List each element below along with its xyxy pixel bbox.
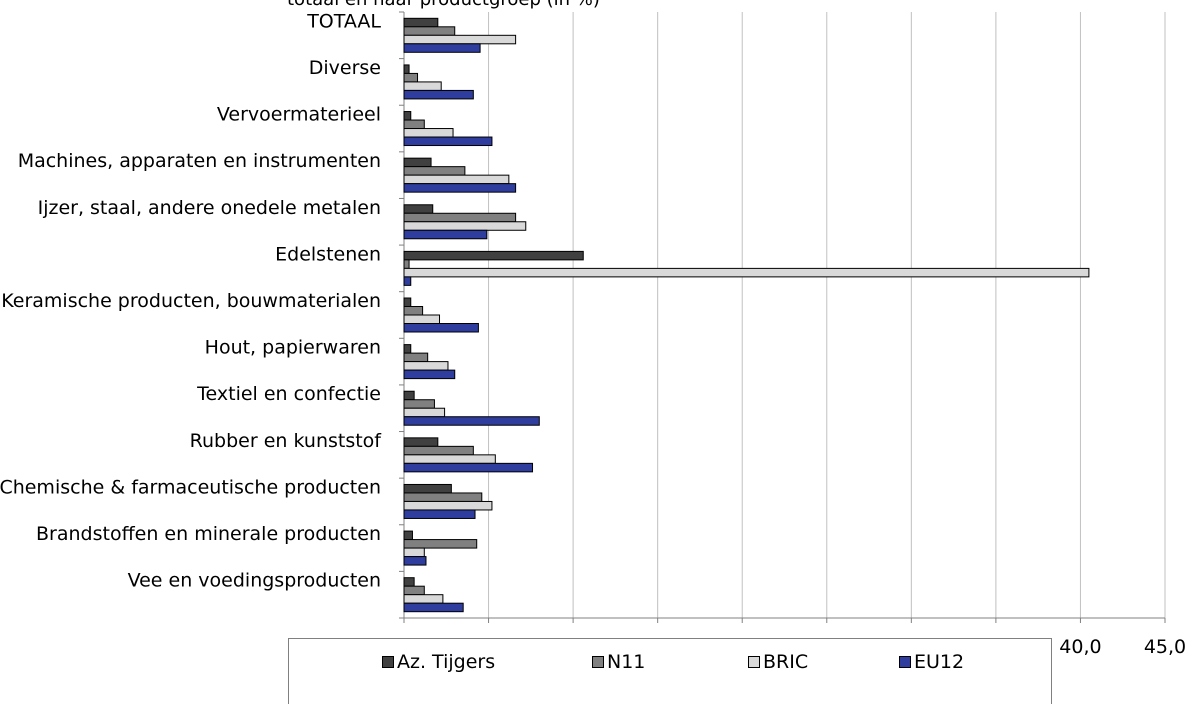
legend-label: Az. Tijgers xyxy=(397,651,496,673)
bar-eu12 xyxy=(403,556,427,566)
legend-swatch xyxy=(748,656,760,668)
bar-bric xyxy=(403,314,441,324)
bar-az-tijgers xyxy=(403,297,412,307)
bar-n11 xyxy=(403,259,410,269)
bar-az-tijgers xyxy=(403,390,415,401)
bar-eu12 xyxy=(403,89,474,100)
bar-bric xyxy=(403,500,493,511)
legend-label: BRIC xyxy=(763,651,809,673)
bar-eu12 xyxy=(403,276,412,286)
category-label: Keramische producten, bouwmaterialen xyxy=(1,290,381,312)
bar-az-tijgers xyxy=(403,64,410,74)
legend-label: N11 xyxy=(607,651,646,673)
category-label: Diverse xyxy=(309,57,381,79)
category-label: TOTAAL xyxy=(306,10,381,32)
x-tick-label: 45,0 xyxy=(1144,636,1186,658)
bar-n11 xyxy=(403,166,466,176)
bar-bric xyxy=(403,34,517,45)
bar-eu12 xyxy=(403,183,517,193)
bar-az-tijgers xyxy=(403,437,439,447)
bar-bric xyxy=(403,361,449,371)
bar-az-tijgers xyxy=(403,250,584,261)
bar-az-tijgers xyxy=(403,204,434,214)
category-label: Textiel en confectie xyxy=(196,383,381,405)
legend-item: BRIC xyxy=(748,651,808,673)
legend-item: N11 xyxy=(592,651,645,673)
category-label: Ijzer, staal, andere onedele metalen xyxy=(38,197,381,219)
bar-bric xyxy=(403,267,1090,278)
category-label: Chemische & farmaceutische producten xyxy=(0,476,381,498)
category-label: Vee en voedingsproducten xyxy=(128,570,381,592)
bar-n11 xyxy=(403,26,456,36)
bar-n11 xyxy=(403,492,483,502)
bar-az-tijgers xyxy=(403,577,415,587)
bar-bric xyxy=(403,128,454,138)
bar-bric xyxy=(403,547,425,558)
category-label: Brandstoffen en minerale producten xyxy=(36,523,381,545)
bar-n11 xyxy=(403,119,425,130)
chart-legend: Az. Tijgers N11 BRIC EU12 xyxy=(288,638,1052,704)
bar-eu12 xyxy=(403,369,456,380)
bar-n11 xyxy=(403,539,478,549)
category-label: Machines, apparaten en instrumenten xyxy=(18,150,381,172)
bar-n11 xyxy=(403,72,419,83)
legend-swatch xyxy=(899,656,911,668)
bar-bric xyxy=(403,174,510,185)
bar-eu12 xyxy=(403,229,488,240)
legend-swatch xyxy=(592,656,604,668)
bar-n11 xyxy=(403,445,474,456)
bar-eu12 xyxy=(403,462,534,473)
legend-item: EU12 xyxy=(899,651,964,673)
bar-eu12 xyxy=(403,136,493,147)
category-label: Edelstenen xyxy=(275,243,381,265)
bar-n11 xyxy=(403,306,424,316)
legend-item: Az. Tijgers xyxy=(382,651,495,673)
bar-n11 xyxy=(403,352,429,363)
category-label: Rubber en kunststof xyxy=(190,430,383,452)
bar-eu12 xyxy=(403,323,479,333)
bar-n11 xyxy=(403,399,435,409)
bar-bric xyxy=(403,81,442,91)
bar-az-tijgers xyxy=(403,17,439,28)
category-label: Vervoermaterieel xyxy=(217,104,381,126)
x-tick-label: 40,0 xyxy=(1059,636,1101,658)
chart-title: totaal en naar productgroep (in %) xyxy=(287,0,600,10)
legend-swatch xyxy=(382,656,394,668)
bar-bric xyxy=(403,594,444,604)
bar-bric xyxy=(403,454,496,464)
legend-label: EU12 xyxy=(914,651,965,673)
bar-bric xyxy=(403,221,527,231)
bar-eu12 xyxy=(403,416,540,426)
bar-az-tijgers xyxy=(403,157,432,168)
bar-n11 xyxy=(403,585,425,596)
bar-az-tijgers xyxy=(403,344,412,354)
bar-eu12 xyxy=(403,602,464,613)
bar-eu12 xyxy=(403,43,481,53)
bar-az-tijgers xyxy=(403,111,412,121)
category-label: Hout, papierwaren xyxy=(205,337,381,359)
bar-bric xyxy=(403,407,446,418)
bar-eu12 xyxy=(403,509,476,519)
bar-az-tijgers xyxy=(403,483,452,494)
bar-az-tijgers xyxy=(403,530,413,541)
bar-n11 xyxy=(403,212,517,223)
